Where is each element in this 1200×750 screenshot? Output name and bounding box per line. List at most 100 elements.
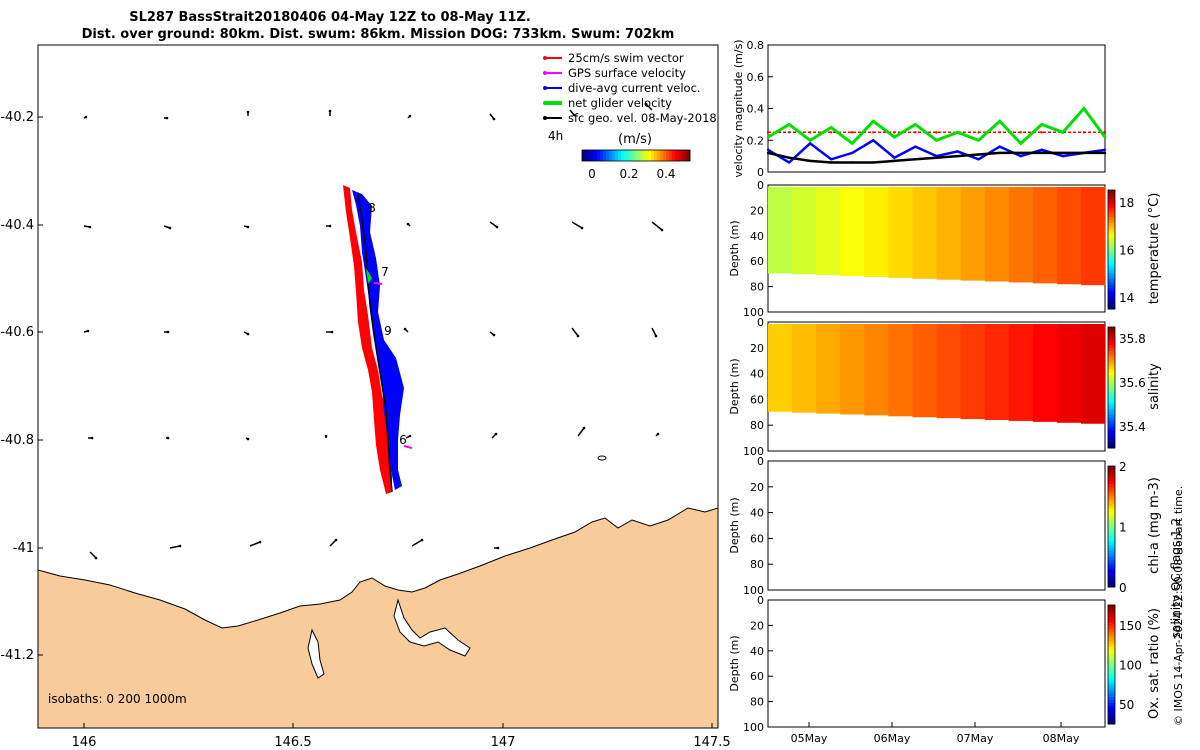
- velocity-series-point: [1103, 151, 1107, 155]
- depth-colorbar-cell: [1108, 625, 1115, 630]
- depth-data-cell: [1008, 187, 1034, 283]
- depth-colorbar-cell: [1108, 243, 1115, 248]
- geostrophic-arrow-head: [168, 226, 172, 230]
- depth-colorbar-frame: [1107, 465, 1116, 588]
- map-frame: [37, 44, 719, 729]
- depth-colorbar-cell: [1108, 270, 1115, 274]
- depth-colorbar-cell: [1108, 429, 1115, 434]
- map-colorbar-cell: [654, 150, 658, 161]
- geostrophic-arrow-head: [84, 115, 88, 119]
- net-velocity-mark: [366, 268, 372, 284]
- depth-colorbar-cell: [1108, 369, 1115, 373]
- depth-colorbar-tick: 50: [1119, 698, 1134, 712]
- velocity-series-point: [1103, 148, 1107, 151]
- velocity-series-point: [914, 145, 917, 148]
- depth-colorbar-cell: [1108, 408, 1115, 413]
- depth-colorbar-cell: [1108, 610, 1115, 615]
- depth-colorbar-cell: [1108, 628, 1115, 633]
- depth-colorbar-cell: [1108, 640, 1115, 645]
- depth-colorbar-cell: [1108, 348, 1115, 352]
- geostrophic-arrow-head: [572, 113, 576, 117]
- qc-flags-note: salinity QC flags 1 2: [1169, 518, 1183, 638]
- depth-colorbar-cell: [1108, 231, 1115, 236]
- depth-data-cell: [984, 324, 1010, 421]
- velocity-series-point: [766, 135, 770, 139]
- depth-colorbar-label: temperature (°C): [1147, 193, 1162, 305]
- depth-y-tick-label: 60: [750, 532, 764, 545]
- map-panel: 8 7 9 6 146 146.5 147 147.5 -40.2 -40.4 -40.6 -40.8…: [0, 44, 731, 750]
- legend-swatch-head: [543, 116, 547, 120]
- depth-y-tick-label: 0: [757, 316, 764, 329]
- velocity-series-point: [914, 158, 917, 161]
- depth-colorbar-cell: [1108, 694, 1115, 698]
- depth-colorbar-cell: [1108, 472, 1115, 476]
- depth-data-cell: [1032, 324, 1058, 422]
- geostrophic-arrow-head: [496, 546, 500, 550]
- depth-colorbar-cell: [1108, 423, 1115, 428]
- velocity-series-point: [935, 139, 938, 142]
- velocity-series-point: [766, 131, 770, 134]
- velocity-series-point: [766, 148, 770, 151]
- time-tick-label: 06May: [874, 732, 911, 745]
- velocity-y-tick-label: 0.4: [747, 103, 765, 116]
- depth-colorbar-cell: [1108, 426, 1115, 431]
- depth-colorbar-cell: [1108, 240, 1115, 245]
- depth-colorbar-cell: [1108, 559, 1115, 564]
- geostrophic-arrow: [577, 427, 585, 437]
- track-day-label: 6: [399, 433, 407, 447]
- depth-panel: 0 20 40 60 80 100 Depth (m) 2 1 0 chl-a (mg m-3): [728, 455, 1162, 597]
- depth-colorbar-cell: [1108, 201, 1115, 206]
- map-colorbar-cell: [642, 150, 646, 161]
- velocity-series-point: [829, 161, 833, 164]
- map-colorbar-cell: [612, 150, 616, 161]
- map-colorbar-tick: 0.4: [656, 167, 675, 181]
- depth-colorbar-cell: [1108, 372, 1115, 376]
- depth-colorbar-cell: [1108, 619, 1115, 624]
- imos-credit: © IMOS 14-Apr-2024 22:50:08 Hobart time.: [1172, 486, 1185, 726]
- velocity-series-point: [787, 156, 791, 159]
- depth-colorbar-cell: [1108, 700, 1115, 704]
- depth-y-tick-label: 40: [750, 507, 764, 520]
- velocity-series-point: [1019, 131, 1022, 134]
- depth-colorbar-cell: [1108, 511, 1115, 515]
- depth-panel: 0 20 40 60 80 100 Depth (m) 35.8 35.6 35.4salinit…: [728, 316, 1162, 458]
- depth-colorbar-frame: [1107, 189, 1116, 310]
- depth-colorbar-cell: [1108, 225, 1115, 230]
- velocity-series-point: [914, 123, 917, 126]
- land-mass: [38, 507, 718, 728]
- depth-colorbar-cell: [1108, 469, 1115, 473]
- map-colorbar-cell: [585, 150, 589, 161]
- velocity-series-point: [1061, 131, 1065, 134]
- depth-colorbar-label: chl-a (mg m-3): [1147, 477, 1162, 574]
- depth-y-label: Depth (m): [728, 497, 741, 553]
- velocity-series-point: [998, 120, 1001, 123]
- depth-colorbar-tick: 2: [1119, 460, 1127, 474]
- depth-colorbar-tick: 18: [1119, 196, 1134, 210]
- depth-colorbar-cell: [1108, 688, 1115, 692]
- legend-swatch-head: [543, 71, 547, 75]
- map-colorbar-cell: [672, 150, 676, 161]
- velocity-series-point: [1040, 151, 1044, 155]
- depth-data-cell: [792, 324, 817, 413]
- depth-colorbar-cell: [1108, 261, 1115, 265]
- depth-colorbar-cell: [1108, 192, 1115, 197]
- geostrophic-arrow-head: [166, 436, 170, 440]
- depth-panel: 0 20 40 60 80 100 Depth (m) 150 100 50 Ox. sat. ra…: [728, 594, 1162, 734]
- isobaths-note: isobaths: 0 200 1000m: [48, 692, 187, 706]
- depth-colorbar-cell: [1108, 709, 1115, 713]
- depth-colorbar-cell: [1108, 366, 1115, 370]
- depth-data-cell: [1056, 324, 1082, 423]
- depth-colorbar-cell: [1108, 670, 1115, 674]
- velocity-series-point: [851, 161, 854, 164]
- depth-y-tick-label: 100: [743, 306, 764, 319]
- depth-colorbar-tick: 1: [1119, 521, 1127, 535]
- velocity-series-point: [977, 131, 980, 134]
- velocity-series-point: [829, 158, 833, 161]
- geostrophic-arrow-head: [165, 116, 169, 120]
- geostrophic-arrow-head: [656, 432, 660, 436]
- map-x-tick-label: 146.5: [274, 735, 311, 750]
- geostrophic-arrow-head: [334, 538, 338, 542]
- depth-colorbar-cell: [1108, 475, 1115, 479]
- map-colorbar-cell: [678, 150, 682, 161]
